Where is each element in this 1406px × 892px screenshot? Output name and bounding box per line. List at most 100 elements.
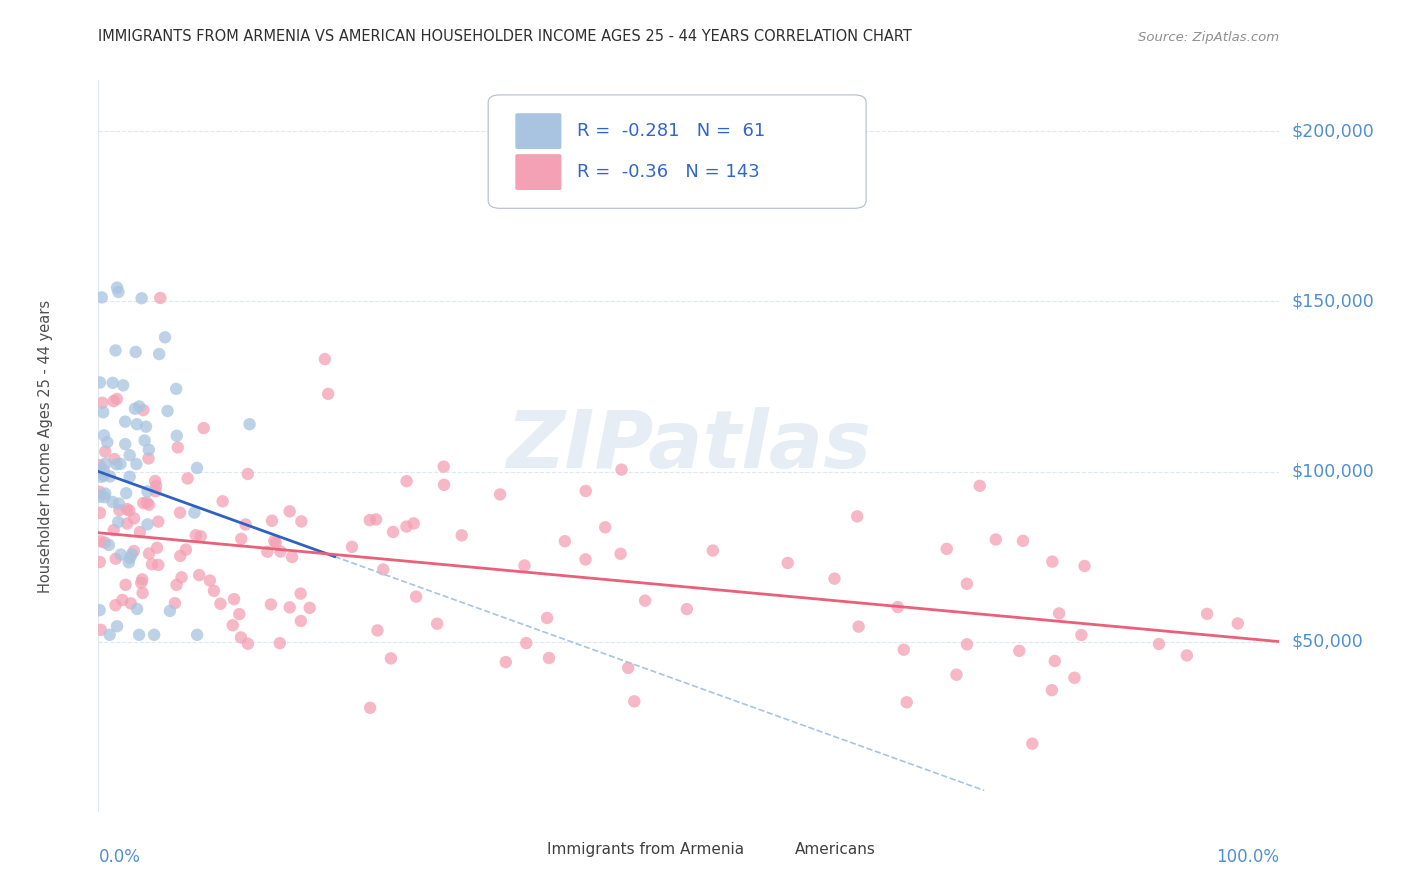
Text: $100,000: $100,000 [1291, 463, 1374, 481]
Point [122, 511, 145, 525]
Point [115, 502, 138, 516]
Point [103, 394, 125, 409]
Point [634, 593, 657, 607]
Point [97, 538, 120, 552]
Point [90, 623, 112, 637]
Point [969, 479, 991, 493]
Text: ZIPatlas: ZIPatlas [506, 407, 872, 485]
Text: IMMIGRANTS FROM ARMENIA VS AMERICAN HOUSEHOLDER INCOME AGES 25 - 44 YEARS CORREL: IMMIGRANTS FROM ARMENIA VS AMERICAN HOUS… [98, 29, 912, 44]
Point [93, 535, 115, 549]
Point [193, 421, 215, 435]
Point [115, 486, 138, 500]
Point [98, 628, 121, 642]
Point [114, 437, 136, 451]
Point [89, 506, 111, 520]
Point [222, 592, 245, 607]
Point [94, 486, 117, 500]
Point [298, 600, 321, 615]
Point [170, 570, 193, 584]
Point [89, 555, 111, 569]
Point [125, 417, 148, 432]
FancyBboxPatch shape [516, 154, 561, 190]
Point [132, 496, 155, 510]
Point [143, 628, 166, 642]
Point [134, 434, 156, 448]
FancyBboxPatch shape [733, 833, 787, 865]
Point [118, 555, 141, 569]
Point [93, 467, 115, 482]
Point [107, 285, 129, 299]
Point [110, 457, 132, 471]
Point [1147, 637, 1170, 651]
Point [359, 513, 381, 527]
Point [131, 572, 153, 586]
Point [108, 503, 131, 517]
Point [495, 655, 517, 669]
Point [89, 461, 111, 475]
Point [433, 478, 456, 492]
Point [846, 509, 869, 524]
Point [165, 382, 187, 396]
Point [163, 596, 186, 610]
Point [136, 484, 159, 499]
Point [395, 519, 418, 533]
Point [188, 568, 211, 582]
Point [89, 534, 111, 549]
Point [190, 529, 212, 543]
Point [94, 457, 117, 471]
Point [169, 506, 191, 520]
Point [314, 352, 336, 367]
Point [956, 637, 979, 651]
Point [183, 506, 205, 520]
Point [120, 596, 142, 610]
Point [316, 387, 339, 401]
Point [98, 469, 121, 483]
Point [984, 533, 1007, 547]
Point [1197, 607, 1219, 621]
Point [114, 415, 136, 429]
Point [263, 533, 285, 548]
Point [108, 497, 131, 511]
Point [1040, 683, 1063, 698]
Point [125, 345, 148, 359]
Point [554, 534, 576, 549]
Point [290, 614, 312, 628]
Point [537, 651, 560, 665]
Point [373, 562, 395, 576]
Point [89, 485, 111, 500]
Point [101, 376, 124, 390]
Point [114, 578, 136, 592]
Point [143, 474, 166, 488]
Point [118, 448, 141, 462]
Text: 0.0%: 0.0% [98, 848, 141, 866]
Point [340, 540, 363, 554]
Point [278, 504, 301, 518]
Point [264, 535, 287, 549]
Point [198, 574, 221, 588]
Point [1040, 555, 1063, 569]
Text: R =  -0.36   N = 143: R = -0.36 N = 143 [576, 162, 759, 181]
Point [593, 520, 616, 534]
Point [610, 462, 633, 476]
Point [115, 516, 138, 531]
Point [124, 401, 146, 416]
Point [513, 558, 536, 573]
Point [146, 541, 169, 555]
Point [176, 471, 198, 485]
Point [278, 600, 301, 615]
Point [153, 330, 176, 344]
Point [290, 586, 312, 600]
Point [128, 628, 150, 642]
Point [103, 523, 125, 537]
Point [186, 628, 208, 642]
Point [1070, 628, 1092, 642]
Point [104, 551, 127, 566]
Text: Householder Income Ages 25 - 44 years: Householder Income Ages 25 - 44 years [38, 300, 53, 592]
Point [96, 435, 118, 450]
Point [1021, 737, 1043, 751]
Point [90, 290, 112, 304]
Point [256, 544, 278, 558]
Point [145, 484, 167, 499]
Point [405, 590, 427, 604]
Point [236, 467, 259, 481]
